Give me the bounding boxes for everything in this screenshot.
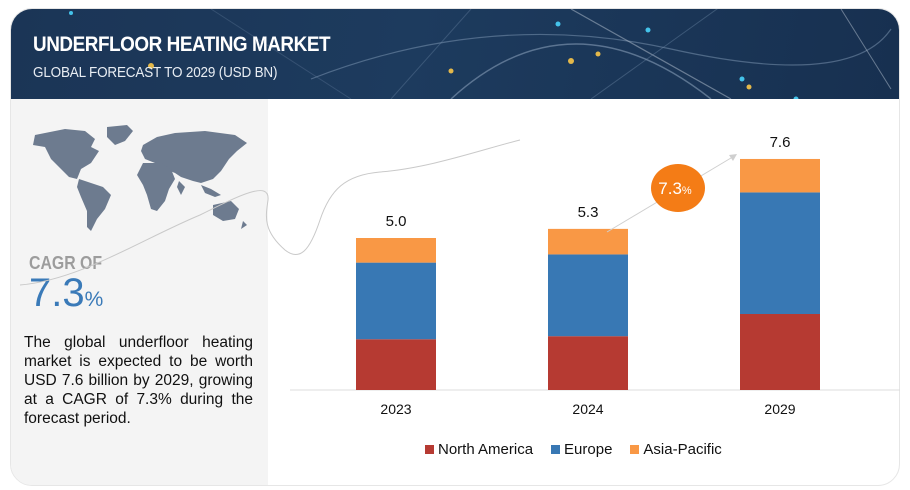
legend-item-north-america: North America — [425, 441, 533, 458]
header-banner: UNDERFLOOR HEATING MARKET GLOBAL FORECAS… — [11, 9, 899, 99]
cagr-bubble-percent: % — [682, 185, 692, 197]
cagr-value: 7.3% — [29, 273, 103, 320]
bar-segment-europe-2023 — [356, 262, 436, 340]
bars-group — [356, 158, 820, 390]
total-label-2024: 5.3 — [578, 204, 599, 221]
legend-label: Asia-Pacific — [643, 441, 722, 458]
total-label-2023: 5.0 — [386, 213, 407, 230]
bar-segment-europe-2029 — [740, 192, 820, 314]
bar-segment-north-america-2024 — [548, 336, 628, 390]
labels-group: 5.0 2023 5.3 2024 7.6 2029 — [380, 134, 795, 417]
legend-swatch — [425, 445, 434, 454]
chart-title: UNDERFLOOR HEATING MARKET — [33, 33, 331, 56]
bar-segment-north-america-2029 — [740, 314, 820, 390]
bar-segment-europe-2024 — [548, 254, 628, 337]
chart-legend: North America Europe Asia-Pacific — [425, 441, 722, 458]
header-background-lines — [69, 9, 892, 99]
cagr-number: 7.3 — [29, 271, 85, 315]
cagr-percent-sign: % — [84, 288, 104, 311]
x-tick-label-2029: 2029 — [764, 401, 795, 417]
world-map-icon — [33, 125, 247, 231]
legend-swatch — [630, 445, 640, 454]
chart-subtitle: GLOBAL FORECAST TO 2029 (USD BN) — [33, 64, 278, 81]
cagr-bubble — [651, 164, 705, 212]
x-tick-label-2023: 2023 — [380, 401, 411, 417]
cagr-bubble-number: 7.3 — [658, 179, 682, 198]
x-tick-label-2024: 2024 — [572, 401, 603, 417]
cagr-bubble-text: 7.3% — [658, 179, 692, 198]
market-description: The global underfloor heating market is … — [24, 334, 253, 427]
legend-label: North America — [438, 441, 534, 458]
legend-swatch — [551, 445, 561, 454]
bar-segment-asia-pacific-2023 — [356, 238, 436, 263]
bar-segment-asia-pacific-2029 — [740, 158, 820, 193]
legend-item-europe: Europe — [551, 441, 612, 458]
total-label-2029: 7.6 — [770, 134, 791, 151]
legend-label: Europe — [564, 441, 613, 458]
cagr-label: CAGR OF — [29, 253, 103, 273]
bar-segment-north-america-2023 — [356, 339, 436, 390]
growth-arrowhead-icon — [729, 154, 737, 161]
decorative-curve — [19, 139, 521, 286]
bar-segment-asia-pacific-2024 — [548, 228, 628, 255]
left-summary-panel: CAGR OF 7.3% The global underfloor heati… — [11, 99, 268, 485]
legend-item-asia-pacific: Asia-Pacific — [630, 441, 722, 458]
